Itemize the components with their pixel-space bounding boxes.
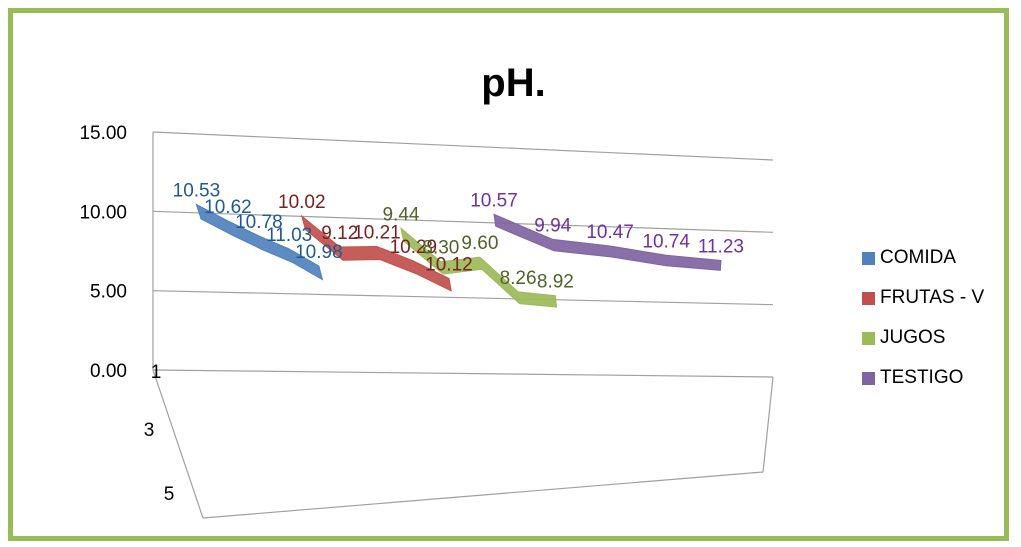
data-label-1-0: 10.02 — [278, 192, 326, 213]
legend-swatch-frutas — [862, 291, 875, 305]
y-tick-label-2: 10.00 — [79, 202, 127, 223]
data-label-1-1: 9.12 — [321, 223, 358, 244]
y-tick-label-0: 0.00 — [90, 361, 127, 382]
data-label-0-1: 10.62 — [204, 197, 252, 218]
data-label-1-3: 10.29 — [390, 237, 438, 258]
gridline-2 — [152, 210, 774, 233]
gridline-3 — [152, 131, 774, 161]
legend-swatch-comida — [862, 251, 875, 265]
data-label-3-3: 10.74 — [642, 231, 690, 252]
y-tick-label-1: 5.00 — [90, 282, 127, 303]
gridline-0 — [152, 369, 774, 378]
depth-tick-label-0: 1 — [151, 362, 162, 383]
chart-labels: 0.00 5.00 10.00 15.00 1 3 5 10.5310.6210.7811.0… — [79, 123, 744, 505]
legend-label-frutas: FRUTAS - V — [880, 287, 985, 308]
data-label-2-4: 8.92 — [537, 272, 574, 293]
data-label-3-4: 11.23 — [698, 236, 744, 257]
gridline-1 — [152, 290, 774, 306]
floor-front-edge — [202, 471, 764, 519]
chart-title: pH. — [481, 61, 546, 105]
legend-item-jugos: JUGOS — [862, 318, 984, 358]
legend-label-testigo: TESTIGO — [880, 367, 964, 388]
data-label-2-0: 9.44 — [383, 204, 420, 225]
series-ribbon-1 — [300, 214, 452, 292]
y-tick-label-3: 15.00 — [79, 123, 127, 144]
legend-label-comida: COMIDA — [880, 247, 956, 268]
chart-walls — [152, 131, 774, 519]
legend-swatch-jugos — [862, 331, 875, 345]
series-ribbon-2 — [400, 226, 558, 308]
data-label-2-3: 8.26 — [500, 268, 537, 289]
data-label-2-1: 8.30 — [422, 238, 459, 259]
floor-left-edge — [152, 369, 204, 519]
data-label-2-2: 9.60 — [461, 233, 498, 254]
data-label-0-0: 10.53 — [173, 180, 221, 201]
depth-tick-label-1: 3 — [144, 420, 155, 441]
chart-ribbons — [195, 203, 722, 308]
data-label-0-3: 11.03 — [266, 225, 312, 246]
legend: COMIDA FRUTAS - V JUGOS TESTIGO — [862, 238, 984, 398]
legend-item-frutas: FRUTAS - V — [862, 278, 984, 318]
data-label-1-4: 10.12 — [425, 255, 473, 276]
series-ribbon-3 — [493, 213, 722, 271]
data-label-1-2: 10.21 — [353, 223, 401, 244]
legend-item-comida: COMIDA — [862, 238, 984, 278]
legend-swatch-testigo — [862, 371, 875, 385]
series-ribbon-0 — [195, 203, 324, 281]
data-label-3-1: 9.94 — [534, 215, 571, 236]
legend-label-jugos: JUGOS — [880, 327, 946, 348]
floor-right-edge — [762, 376, 774, 473]
legend-item-testigo: TESTIGO — [862, 358, 984, 398]
depth-tick-label-2: 5 — [164, 484, 175, 505]
data-label-0-4: 10.98 — [295, 242, 343, 263]
data-label-0-2: 10.78 — [235, 212, 283, 233]
chart-frame: pH. — [8, 8, 1009, 541]
data-label-3-0: 10.57 — [470, 190, 518, 211]
data-label-3-2: 10.47 — [586, 222, 634, 243]
